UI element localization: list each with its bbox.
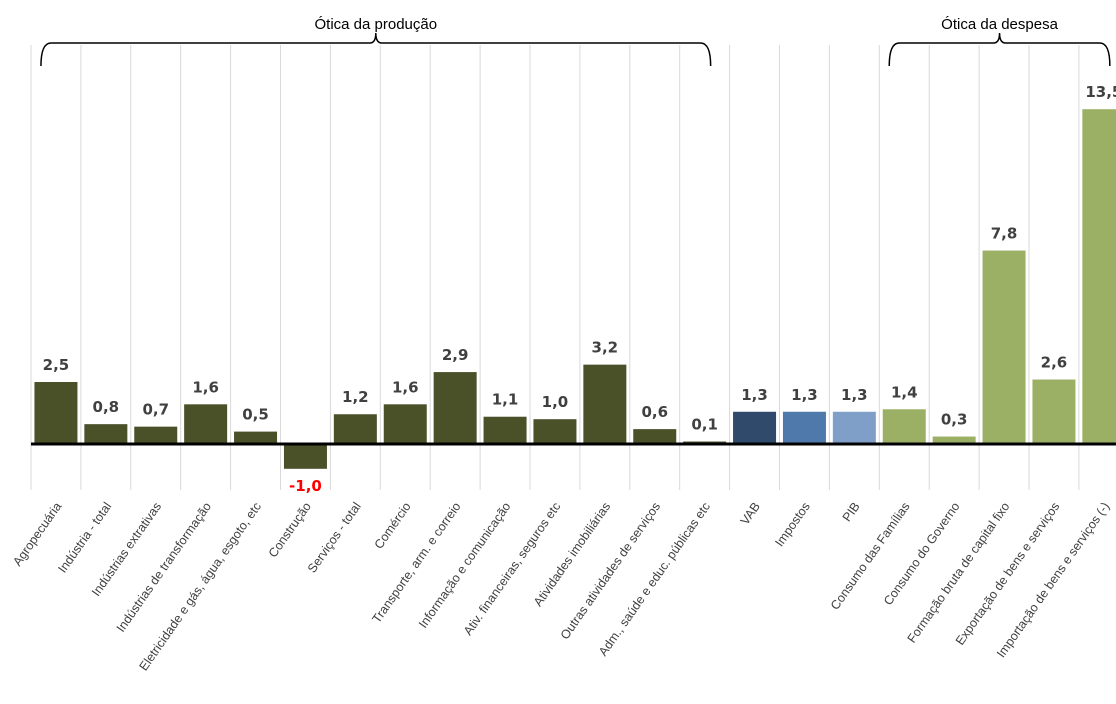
- bar: [184, 404, 228, 444]
- data-label: 7,8: [991, 225, 1018, 243]
- bar: [882, 409, 926, 444]
- category-label: VAB: [738, 500, 763, 528]
- bar: [832, 411, 876, 444]
- data-label: 3,2: [592, 339, 619, 357]
- category-label: Comércio: [372, 500, 414, 552]
- data-label: 1,0: [542, 393, 569, 411]
- data-label: 1,3: [791, 386, 818, 404]
- bar: [932, 436, 976, 444]
- gridlines: [30, 45, 1080, 490]
- category-label: Formação bruta de capital fixo: [905, 500, 1013, 646]
- data-label: -1,0: [289, 477, 322, 495]
- data-label: 1,4: [891, 383, 918, 401]
- data-label: 2,5: [43, 356, 70, 374]
- data-label: 2,9: [442, 346, 469, 364]
- group-label: Ótica da produção: [315, 16, 438, 33]
- category-label: Indústrias de transformação: [114, 500, 214, 635]
- category-label: Impostos: [772, 500, 813, 550]
- bar: [1032, 379, 1076, 444]
- data-label: 0,6: [641, 403, 668, 421]
- bar: [633, 429, 677, 444]
- bar: [333, 414, 377, 444]
- data-label: 0,8: [93, 398, 120, 416]
- data-label: 1,6: [392, 378, 419, 396]
- category-label: Outras atividades de serviços: [558, 500, 664, 642]
- bar: [782, 411, 826, 444]
- bar: [533, 419, 577, 444]
- category-label: Transporte, arm. e correio: [370, 500, 464, 626]
- data-label: 0,7: [142, 401, 169, 419]
- bar: [483, 416, 527, 444]
- data-label: 0,1: [691, 416, 718, 434]
- category-label: PIB: [840, 500, 863, 525]
- bar: [134, 426, 178, 444]
- bar: [433, 372, 477, 444]
- bar: [383, 404, 427, 444]
- category-label: Serviços - total: [305, 500, 364, 576]
- bar: [34, 382, 78, 444]
- category-label: Adm., saúde e educ. públicas etc: [596, 500, 713, 659]
- data-label: 13,5: [1085, 83, 1116, 101]
- category-label: Exportação de bens e serviços: [953, 500, 1063, 648]
- bar: [234, 431, 278, 444]
- bar: [283, 444, 327, 469]
- category-label: Ativ. financeiras, seguros etc: [461, 500, 564, 638]
- group-bracket: [888, 32, 1111, 67]
- data-label: 1,3: [741, 386, 768, 404]
- data-label: 2,6: [1041, 354, 1068, 372]
- data-label: 1,3: [841, 386, 868, 404]
- bar: [84, 424, 128, 444]
- category-label: Indústria - total: [55, 500, 114, 576]
- data-label: 1,2: [342, 388, 369, 406]
- bar: [733, 411, 777, 444]
- bar: [1082, 109, 1116, 444]
- data-label: 0,3: [941, 411, 968, 429]
- group-bracket: [40, 32, 712, 67]
- bar: [583, 364, 627, 444]
- category-label: Agropecuária: [10, 500, 64, 569]
- data-label: 0,5: [242, 406, 269, 424]
- category-label: Construção: [266, 500, 314, 560]
- data-label: 1,1: [492, 391, 519, 409]
- group-label: Ótica da despesa: [941, 16, 1058, 33]
- data-label: 1,6: [192, 378, 219, 396]
- bar: [982, 250, 1026, 444]
- category-label: Informação e comunicação: [416, 500, 514, 631]
